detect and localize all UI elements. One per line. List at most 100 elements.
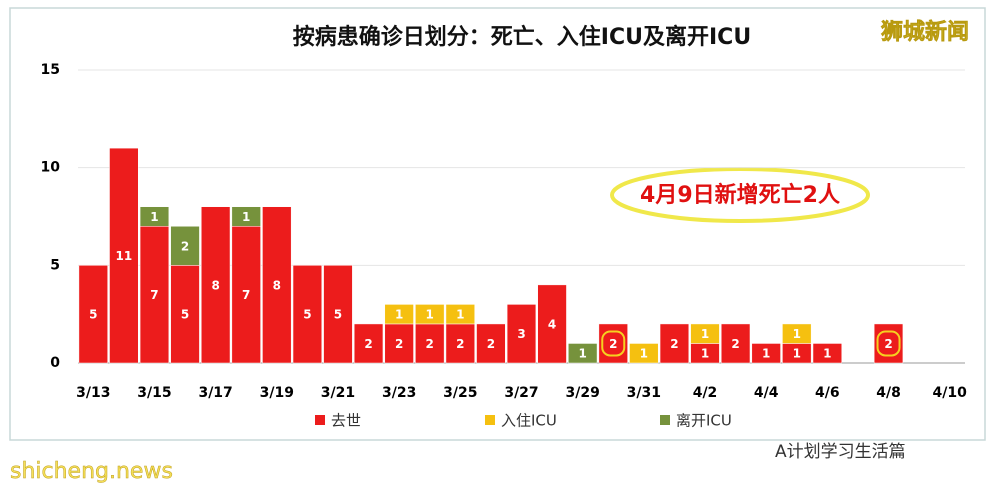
- bar: [170, 265, 200, 364]
- bar: [323, 265, 353, 364]
- value-label: 1: [793, 347, 801, 361]
- bar: [568, 343, 598, 364]
- value-label: 2: [487, 337, 495, 351]
- x-tick-label: 4/2: [693, 385, 718, 401]
- value-label: 8: [273, 278, 281, 292]
- bar: [415, 323, 445, 364]
- bar: [782, 323, 812, 344]
- bar: [537, 284, 567, 364]
- annotation-frame: [610, 167, 870, 223]
- x-tick-label: 3/29: [566, 385, 600, 401]
- value-label: 5: [334, 308, 342, 322]
- bar: [384, 323, 414, 364]
- x-tick-label: 3/19: [260, 385, 294, 401]
- value-label: 1: [578, 347, 586, 361]
- value-label: 1: [793, 327, 801, 341]
- bar: [262, 206, 292, 364]
- value-label: 1: [701, 347, 709, 361]
- value-label: 3: [517, 327, 525, 341]
- value-label: 2: [670, 337, 678, 351]
- y-tick-label: 5: [50, 257, 60, 273]
- value-label: 2: [426, 337, 434, 351]
- bar: [139, 226, 170, 364]
- highlight-ring: [601, 330, 626, 357]
- x-tick-label: 3/23: [382, 385, 416, 401]
- value-label: 7: [242, 288, 250, 302]
- value-label: 11: [116, 249, 133, 263]
- legend-label: 入住ICU: [501, 412, 557, 430]
- value-label: 1: [640, 347, 648, 361]
- chart-frame: [9, 7, 986, 441]
- value-label: 5: [303, 308, 311, 322]
- x-tick-label: 4/8: [876, 385, 901, 401]
- value-label: 1: [762, 347, 770, 361]
- footer-site: shicheng.news: [10, 459, 173, 484]
- bar: [659, 323, 690, 364]
- bar: [812, 343, 842, 364]
- bar: [598, 323, 628, 364]
- chart-title: 按病患确诊日划分：死亡、入住ICU及离开ICU: [293, 24, 751, 50]
- watermark: 狮城新闻: [881, 19, 969, 45]
- value-label: 7: [150, 288, 158, 302]
- x-tick-label: 3/25: [443, 385, 477, 401]
- bar: [231, 206, 261, 227]
- value-label: 8: [211, 278, 219, 292]
- y-tick-label: 10: [41, 160, 61, 176]
- x-tick-label: 4/10: [933, 385, 968, 401]
- value-label: 1: [395, 308, 403, 322]
- x-tick-label: 3/27: [504, 385, 538, 401]
- y-tick-label: 0: [50, 355, 60, 371]
- legend-swatch: [485, 415, 495, 425]
- bar: [78, 265, 108, 364]
- bar: [445, 304, 475, 325]
- x-tick-label: 4/6: [815, 385, 840, 401]
- y-tick-label: 15: [41, 62, 60, 78]
- value-label: 2: [395, 337, 403, 351]
- value-label: 5: [89, 308, 97, 322]
- bar: [292, 265, 323, 364]
- bar: [201, 206, 231, 364]
- x-tick-label: 3/21: [321, 385, 355, 401]
- bar: [415, 304, 445, 325]
- highlight-ring: [876, 330, 901, 357]
- value-label: 1: [242, 210, 250, 224]
- bar: [751, 343, 781, 364]
- bar: [109, 147, 139, 364]
- x-tick-label: 3/15: [137, 385, 171, 401]
- legend-swatch: [315, 415, 325, 425]
- bar: [170, 226, 200, 266]
- value-label: 2: [456, 337, 464, 351]
- bar: [506, 304, 537, 364]
- bar: [231, 226, 261, 364]
- value-label: 1: [456, 308, 464, 322]
- bar: [720, 323, 751, 364]
- value-label: 1: [150, 210, 158, 224]
- bar: [139, 206, 170, 227]
- value-label: 2: [609, 337, 617, 351]
- value-label: 2: [364, 337, 372, 351]
- legend-label: 离开ICU: [676, 412, 732, 430]
- value-label: 5: [181, 308, 189, 322]
- x-tick-label: 3/31: [627, 385, 661, 401]
- value-label: 1: [701, 327, 709, 341]
- bar: [384, 304, 414, 325]
- value-label: 1: [823, 347, 831, 361]
- x-tick-label: 3/13: [76, 385, 110, 401]
- x-tick-label: 3/17: [198, 385, 232, 401]
- footer-account: A计划学习生活篇: [775, 442, 906, 462]
- value-label: 2: [731, 337, 739, 351]
- value-label: 4: [548, 317, 556, 331]
- x-tick-label: 4/4: [754, 385, 779, 401]
- bar: [353, 323, 384, 364]
- bar: [690, 323, 720, 344]
- value-label: 1: [426, 308, 434, 322]
- legend-label: 去世: [331, 412, 361, 430]
- bar: [873, 323, 904, 364]
- annotation: 4月9日新增死亡2人: [640, 182, 840, 208]
- value-label: 2: [181, 239, 189, 253]
- legend-swatch: [660, 415, 670, 425]
- bar: [629, 343, 659, 364]
- bar: [476, 323, 506, 364]
